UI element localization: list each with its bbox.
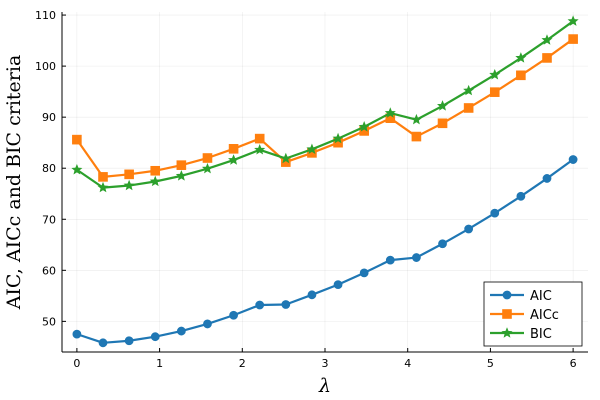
data-point-aicc bbox=[254, 133, 265, 144]
data-point-aicc bbox=[516, 70, 526, 81]
data-point-aicc bbox=[124, 169, 134, 180]
data-point-bic bbox=[567, 15, 579, 26]
data-point-aicc bbox=[202, 153, 213, 163]
data-point-aic bbox=[490, 208, 500, 218]
data-point-aicc bbox=[72, 134, 82, 145]
legend-marker-bic bbox=[501, 327, 513, 338]
legend-label-aic: AIC bbox=[530, 289, 552, 304]
data-point-bic bbox=[358, 121, 370, 132]
data-point-aic bbox=[281, 300, 291, 309]
data-point-aic bbox=[385, 255, 395, 265]
data-point-aic bbox=[568, 155, 578, 164]
y-tick-label: 60 bbox=[42, 264, 56, 277]
y-tick-label: 50 bbox=[42, 315, 56, 328]
data-point-bic bbox=[97, 181, 109, 193]
y-tick-label: 80 bbox=[42, 162, 56, 175]
data-point-aic bbox=[176, 326, 186, 336]
data-point-aicc bbox=[542, 53, 552, 63]
data-point-aic bbox=[124, 336, 134, 346]
data-point-aic bbox=[359, 268, 369, 278]
data-point-bic bbox=[463, 84, 475, 96]
data-point-bic bbox=[541, 34, 553, 45]
data-point-bic bbox=[306, 143, 318, 155]
data-point-bic bbox=[332, 132, 344, 144]
data-point-aicc bbox=[437, 118, 448, 129]
data-point-aic bbox=[333, 280, 343, 290]
data-point-aic bbox=[307, 290, 317, 300]
data-point-bic bbox=[175, 170, 187, 181]
y-axis-label: AIC, AICc and BIC criteria bbox=[3, 55, 25, 311]
data-point-bic bbox=[515, 52, 527, 63]
data-point-aic bbox=[255, 300, 265, 310]
y-tick-label: 70 bbox=[42, 213, 56, 226]
data-point-aic bbox=[72, 329, 82, 339]
data-point-bic bbox=[489, 68, 501, 80]
data-point-bic bbox=[149, 175, 161, 187]
x-tick-label: 0 bbox=[73, 357, 80, 370]
x-tick-label: 1 bbox=[156, 357, 163, 370]
x-tick-label: 4 bbox=[404, 357, 411, 370]
data-point-aic bbox=[516, 191, 526, 201]
data-point-aicc bbox=[228, 144, 239, 154]
y-tick-label: 110 bbox=[35, 9, 56, 22]
data-point-aicc bbox=[568, 34, 578, 44]
series-aicc bbox=[72, 34, 578, 182]
series-aic bbox=[72, 155, 578, 348]
data-series bbox=[71, 15, 579, 348]
x-tick-label: 2 bbox=[239, 357, 246, 370]
data-point-aicc bbox=[463, 103, 474, 113]
data-point-aic bbox=[150, 332, 160, 342]
legend-marker-aic bbox=[502, 290, 512, 300]
legend-label-bic: BIC bbox=[530, 327, 552, 342]
data-point-bic bbox=[384, 107, 396, 118]
data-point-aic bbox=[229, 310, 238, 320]
x-tick-label: 3 bbox=[322, 357, 329, 370]
data-point-aicc bbox=[176, 160, 187, 170]
data-point-aic bbox=[542, 174, 552, 183]
data-point-aic bbox=[412, 253, 421, 262]
data-point-bic bbox=[254, 144, 266, 155]
data-point-bic bbox=[123, 179, 135, 191]
data-point-bic bbox=[71, 163, 83, 175]
series-line-aic bbox=[76, 158, 574, 344]
legend: AIC AICc BIC bbox=[483, 281, 583, 347]
x-tick-label: 5 bbox=[487, 357, 494, 370]
data-point-bic bbox=[437, 100, 449, 111]
data-point-bic bbox=[228, 154, 240, 165]
x-tick-label: 6 bbox=[570, 357, 577, 370]
data-point-aicc bbox=[150, 165, 161, 176]
data-point-aic bbox=[464, 224, 474, 234]
data-point-bic bbox=[201, 162, 213, 174]
grid-lines bbox=[62, 12, 588, 352]
data-point-aicc bbox=[411, 131, 422, 142]
legend-label-aicc: AICc bbox=[530, 308, 559, 323]
legend-marker-aicc bbox=[502, 309, 512, 319]
data-point-aic bbox=[98, 338, 108, 348]
data-point-aic bbox=[203, 319, 212, 329]
axes bbox=[61, 12, 588, 353]
y-tick-label: 100 bbox=[35, 60, 56, 73]
data-point-aicc bbox=[98, 172, 108, 182]
data-point-bic bbox=[280, 152, 292, 164]
legend-box bbox=[483, 281, 583, 347]
y-tick-label: 90 bbox=[42, 111, 56, 124]
data-point-aicc bbox=[489, 87, 500, 97]
tick-labels: 0 1 2 3 4 5 6 50 60 70 80 90 100 110 bbox=[35, 9, 577, 370]
data-point-aic bbox=[438, 239, 447, 249]
data-point-bic bbox=[410, 113, 422, 125]
x-axis-label: λ bbox=[318, 375, 331, 397]
series-bic bbox=[71, 15, 579, 193]
